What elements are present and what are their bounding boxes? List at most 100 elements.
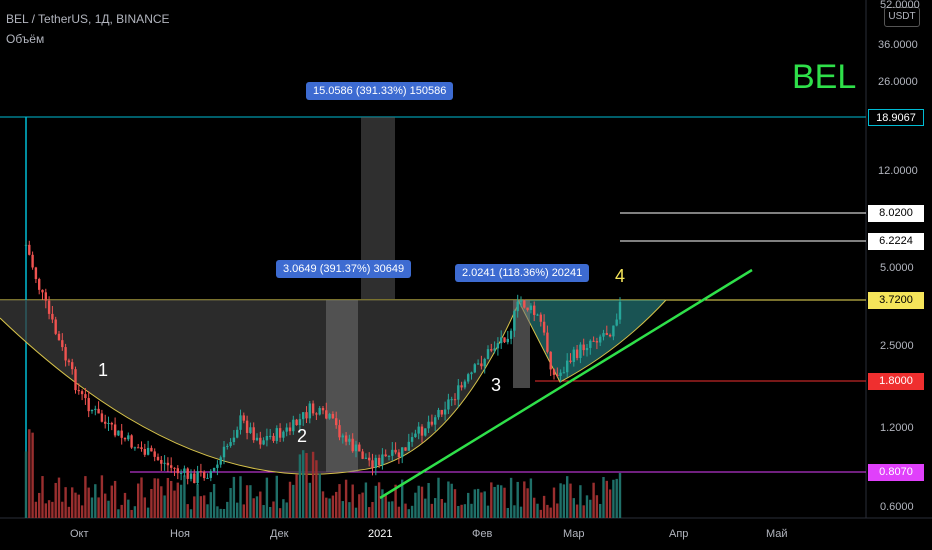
volume-bar [612,479,615,518]
candle-body [401,447,404,458]
currency-button[interactable]: USDT [884,7,920,27]
candle-body [130,435,133,448]
candle-body [585,347,589,351]
price-tag-0-8070[interactable]: 0.8070 [868,464,924,481]
candle-body [186,468,189,479]
volume-bar [199,496,203,518]
volume-bar [374,485,377,518]
volume-bar [344,479,348,518]
candle-body [84,394,87,399]
volume-bar [100,475,104,518]
volume-bar [467,492,470,518]
volume-bar [486,505,490,518]
candle-body [150,447,153,452]
volume-bar [252,498,255,518]
volume-bar [308,482,311,518]
candle-body [331,413,335,419]
price-tag-6-2224[interactable]: 6.2224 [868,233,924,250]
candle-body [476,363,480,365]
candle-body [374,457,377,468]
measure-label-1[interactable]: 15.0586 (391.33%) 150586 [306,82,454,100]
candle-body [364,457,368,459]
candle-body [28,244,31,255]
volume-bar [110,485,113,518]
volume-indicator-label[interactable]: Объём [6,32,45,46]
volume-bar [615,478,618,518]
candle-body [127,435,130,440]
volume-bar [523,481,526,518]
volume-bar [338,484,341,518]
candle-body [229,442,232,446]
candle-body [618,302,622,320]
candle-body [97,408,100,414]
candle-body [203,471,206,479]
handle-shape [518,300,666,382]
candle-body [321,408,325,411]
candle-body [579,344,582,358]
candle-body [153,451,156,457]
volume-bar [556,503,559,518]
volume-bar [509,477,513,518]
volume-bar [57,477,61,518]
volume-bar [311,451,315,518]
volume-bar [137,483,140,518]
volume-bar [94,484,97,518]
candle-body [61,340,64,348]
candle-body [292,419,295,432]
volume-bar [160,486,163,518]
volume-bar [321,491,325,518]
candle-body [490,349,493,351]
measure-label-2[interactable]: 3.0649 (391.37%) 30649 [276,260,412,278]
candle-body [226,445,229,447]
volume-bar [572,498,575,518]
volume-bar [239,476,242,518]
volume-bars [24,429,622,518]
candle-body [74,369,77,391]
time-tick: 2021 [368,528,393,540]
volume-bar [368,507,371,518]
candle-body [288,427,292,432]
volume-bar [460,504,463,518]
candle-body [506,338,509,343]
candle-body [143,449,146,455]
volume-bar [440,498,443,518]
volume-bar [341,501,344,518]
volume-bar [351,484,354,518]
volume-bar [447,481,450,518]
cup-curve [0,299,521,475]
candle-body [562,372,566,374]
candle-body [453,399,457,401]
symbol-title[interactable]: BEL / TetherUS, 1Д, BINANCE [6,12,170,26]
volume-bar [133,506,137,518]
price-tick: 5.0000 [880,262,914,274]
price-tag-3-7200[interactable]: 3.7200 [868,292,924,309]
price-tag-18-9067[interactable]: 18.9067 [868,109,924,126]
candle-body [176,468,179,474]
volume-bar [513,505,516,518]
candle-body [236,429,239,438]
candle-body [140,447,143,450]
candle-body [275,428,278,441]
candle-body [245,420,249,433]
volume-bar [269,506,272,518]
volume-bar [44,503,47,518]
candle-body [556,374,559,376]
volume-bar [473,489,476,518]
candle-body [338,425,341,438]
candle-body [486,349,490,359]
measure-label-3[interactable]: 2.0241 (118.36%) 20241 [455,264,590,282]
volume-bar [437,477,440,518]
price-tick: 1.2000 [880,422,914,434]
price-tag-1-8000[interactable]: 1.8000 [868,373,924,390]
trendline[interactable] [379,268,753,500]
volume-bar [176,482,179,518]
volume-bar [219,508,222,518]
candle-body [193,473,196,484]
candle-body [166,462,170,466]
volume-bar [391,501,394,518]
candle-body [608,334,612,337]
volume-bar [285,502,288,518]
volume-bar [592,482,595,518]
price-tag-8-0200[interactable]: 8.0200 [868,205,924,222]
